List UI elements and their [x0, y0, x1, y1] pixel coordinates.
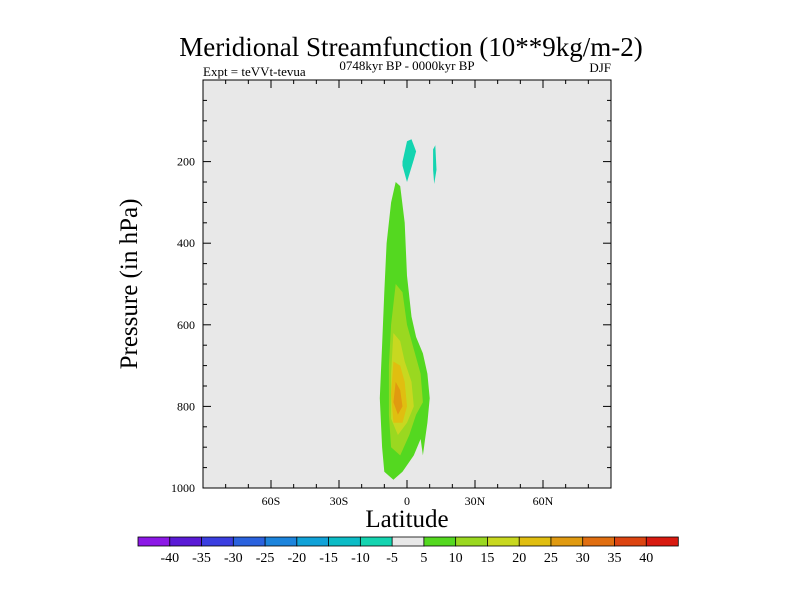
- colorbar: -40 -35 -30 -25 -20 -15 -10 -5 5 10 15 20 25 30 35 40: [137, 536, 679, 566]
- colorbar-label: -15: [319, 551, 338, 566]
- contour-region-negative-cell-upper: [402, 139, 417, 182]
- colorbar-box: [582, 536, 616, 547]
- colorbar-box: [614, 536, 647, 547]
- colorbar-label: 40: [639, 551, 653, 566]
- colorbar-box: [137, 536, 171, 547]
- y-tick-label: 1000: [171, 481, 195, 495]
- colorbar-label: -35: [192, 551, 211, 566]
- colorbar-box: [296, 536, 330, 547]
- colorbar-label: -30: [224, 551, 243, 566]
- x-tick-label: 30N: [465, 494, 486, 508]
- colorbar-label: -25: [256, 551, 275, 566]
- colorbar-box: [264, 536, 298, 547]
- x-tick-label: 60S: [262, 494, 281, 508]
- contour-region-negative-cell-small: [433, 145, 437, 184]
- colorbar-label: 25: [544, 551, 558, 566]
- y-axis-label: Pressure (in hPa): [116, 199, 143, 370]
- colorbar-box: [518, 536, 552, 547]
- colorbar-label: 15: [480, 551, 494, 566]
- colorbar-label: 5: [420, 551, 427, 566]
- colorbar-label: -10: [351, 551, 370, 566]
- colorbar-box: [645, 536, 679, 547]
- colorbar-box: [328, 536, 362, 547]
- contour-region-positive-cell-25-30: [393, 381, 403, 415]
- x-tick-label: 0: [404, 494, 410, 508]
- colorbar-box: [550, 536, 584, 547]
- colorbar-box: [391, 536, 425, 547]
- colorbar-box: [455, 536, 489, 547]
- y-tick-label: 200: [177, 155, 195, 169]
- colorbar-label: 10: [449, 551, 463, 566]
- colorbar-box: [232, 536, 266, 547]
- y-tick-label: 600: [177, 318, 195, 332]
- axis-ticks: 60S 30S 0 30N 60N 200 400 600 800 1000: [171, 80, 611, 508]
- y-tick-label: 800: [177, 399, 195, 413]
- colorbar-label: -5: [386, 551, 398, 566]
- colorbar-box: [169, 536, 203, 547]
- colorbar-box: [359, 536, 393, 547]
- colorbar-label: 30: [576, 551, 590, 566]
- colorbar-box: [201, 536, 234, 547]
- y-tick-label: 400: [177, 236, 195, 250]
- chart-title: Meridional Streamfunction (10**9kg/m-2): [179, 32, 642, 62]
- center-string: 0748kyr BP - 0000kyr BP: [339, 58, 474, 73]
- left-string: Expt = teVVt-tevua: [203, 64, 306, 79]
- colorbar-label: 20: [512, 551, 526, 566]
- colorbar-label: 35: [608, 551, 622, 566]
- x-tick-label: 60N: [533, 494, 554, 508]
- x-tick-label: 30S: [330, 494, 349, 508]
- colorbar-label: -20: [287, 551, 306, 566]
- contour-regions: [379, 139, 437, 480]
- colorbar-box: [423, 536, 457, 547]
- right-string: DJF: [589, 60, 611, 75]
- colorbar-label: -40: [160, 551, 179, 566]
- x-axis-label: Latitude: [365, 506, 448, 533]
- colorbar-box: [487, 536, 520, 547]
